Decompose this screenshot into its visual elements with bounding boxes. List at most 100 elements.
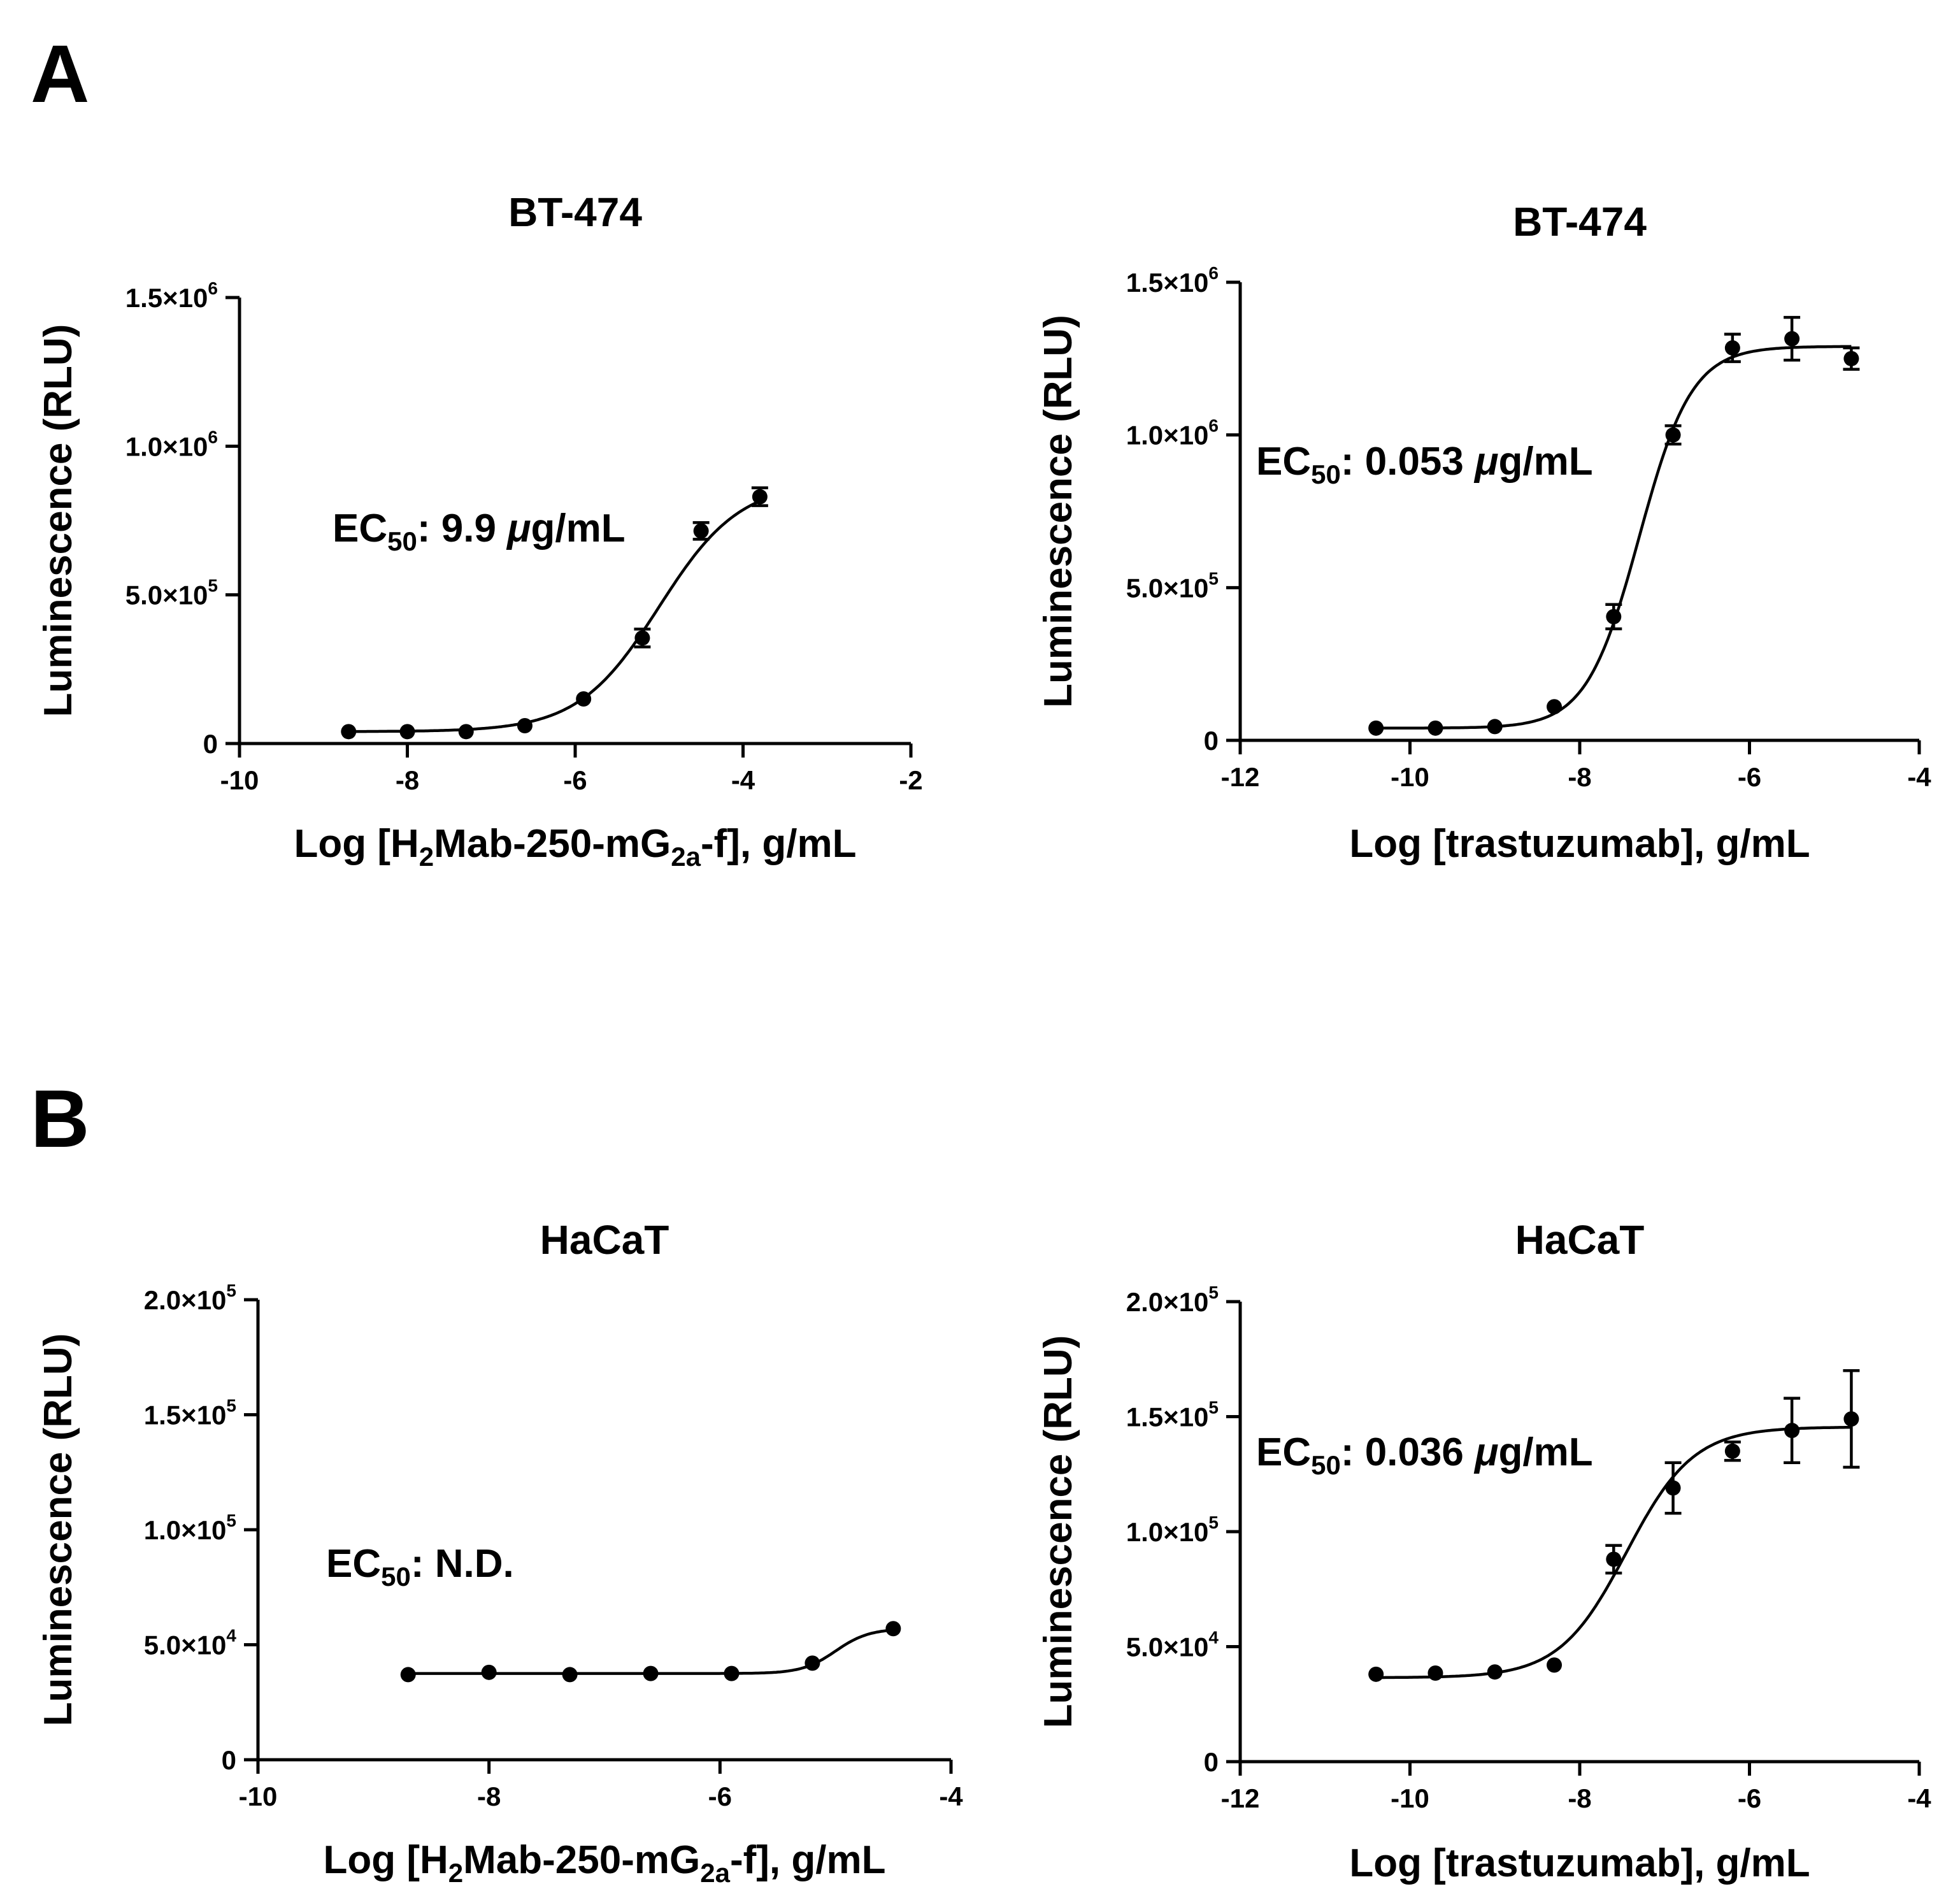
x-tick-label: -8: [1568, 1783, 1591, 1813]
y-tick-exponent: 5: [1208, 568, 1219, 588]
y-tick-exponent: 4: [226, 1626, 236, 1646]
data-point: [693, 523, 709, 539]
y-tick-exponent: 6: [1208, 263, 1219, 283]
ec50-prefix: EC: [333, 507, 387, 550]
x-tick-label: -12: [1221, 762, 1260, 792]
y-tick-label: 1.5×106: [1126, 263, 1219, 298]
y-tick-exponent: 5: [226, 1511, 236, 1530]
y-tick-mantissa: 5.0×10: [1126, 1632, 1209, 1662]
chart-1: BT-474-10 -8 -6 -4 -205.0×1051.0×1061.5×106L…: [36, 189, 923, 872]
chart-title: BT-474: [508, 189, 642, 235]
y-tick-label: 5.0×104: [1126, 1628, 1219, 1662]
ec50-prefix: EC: [1256, 440, 1311, 484]
data-point: [724, 1665, 740, 1681]
y-tick-mantissa: 2.0×10: [144, 1285, 227, 1315]
x-tick-label: -6: [708, 1781, 732, 1811]
data-point: [1724, 1443, 1740, 1459]
x-axis-label-part: -f], g/mL: [730, 1838, 886, 1882]
y-tick-label: 0: [203, 729, 218, 759]
y-axis-label: Luminescence (RLU): [1036, 315, 1080, 708]
y-tick-exponent: 4: [1208, 1628, 1219, 1648]
x-tick-label: -2: [899, 765, 922, 795]
panel-letter-b: B: [31, 1074, 89, 1165]
data-point: [643, 1665, 659, 1681]
y-axis-label: Luminescence (RLU): [36, 1334, 80, 1727]
x-tick-label: -10: [220, 765, 259, 795]
x-tick-label: -10: [1391, 762, 1429, 792]
x-tick-label: -8: [396, 765, 419, 795]
x-tick-label: -4: [731, 765, 755, 795]
y-tick-exponent: 5: [208, 576, 218, 596]
data-point: [1665, 427, 1681, 443]
ec50-annotation: EC50: 0.053 μg/mL: [1256, 440, 1593, 489]
ec50-mu: μ: [506, 507, 531, 550]
x-axis-label: Log [H2Mab-250-mG2a-f], g/mL: [294, 822, 857, 872]
ec50-unit: g/mL: [531, 507, 626, 550]
y-tick-exponent: 6: [1208, 416, 1219, 436]
x-tick-label: -4: [939, 1781, 963, 1811]
data-point: [1606, 1551, 1622, 1567]
x-axis-label-part: Mab-250-mG: [463, 1838, 700, 1882]
x-axis-label-subscript: 2: [448, 1858, 463, 1888]
data-point: [1665, 1480, 1681, 1496]
y-axis-label: Luminescence (RLU): [1036, 1335, 1080, 1729]
y-tick-label: 5.0×105: [1126, 568, 1219, 603]
x-axis-label-part: -f], g/mL: [701, 822, 857, 866]
x-tick-label: -8: [1568, 762, 1591, 792]
data-point: [481, 1664, 497, 1680]
ec50-prefix: EC: [326, 1542, 381, 1586]
x-axis-label: Log [H2Mab-250-mG2a-f], g/mL: [324, 1838, 886, 1888]
y-tick-exponent: 6: [208, 427, 218, 447]
chart-title: BT-474: [1513, 199, 1647, 245]
y-tick-label: 0: [1204, 1747, 1219, 1777]
charts-layer: BT-474-10 -8 -6 -4 -205.0×1051.0×1061.5×106L…: [36, 189, 1931, 1888]
data-point: [1487, 1664, 1503, 1680]
y-axis-label: Luminescence (RLU): [36, 324, 80, 717]
chart-2: BT-474-12 -10 -8 -6 -405.0×1051.0×1061.5×106…: [1036, 199, 1931, 866]
ec50-subscript: 50: [381, 1562, 411, 1592]
y-tick-mantissa: 1.5×10: [1126, 268, 1209, 298]
ec50-value: : 0.053: [1341, 440, 1475, 484]
x-tick-label: -10: [1391, 1783, 1429, 1813]
y-tick-label: 2.0×105: [1126, 1283, 1219, 1317]
x-tick-label: -10: [239, 1781, 278, 1811]
y-tick-label: 1.0×105: [1126, 1513, 1219, 1547]
ec50-prefix: EC: [1256, 1430, 1311, 1474]
y-tick-mantissa: 5.0×10: [1126, 573, 1209, 603]
data-point: [634, 630, 650, 646]
data-point: [1368, 1666, 1384, 1682]
y-tick-label: 0: [222, 1745, 236, 1775]
x-tick-label: -12: [1221, 1783, 1260, 1813]
data-point: [1368, 720, 1384, 736]
ec50-unit: g/mL: [1499, 440, 1593, 484]
ec50-mu: μ: [1473, 1430, 1498, 1474]
y-tick-label: 1.0×106: [1126, 416, 1219, 450]
y-tick-label: 0: [1204, 726, 1219, 756]
y-tick-label: 1.5×105: [144, 1396, 236, 1430]
y-tick-exponent: 5: [1208, 1398, 1219, 1418]
x-axis-label-part: Log [H: [324, 1838, 448, 1882]
y-tick-mantissa: 1.5×10: [1126, 1402, 1209, 1432]
x-axis-label-part: Mab-250-mG: [434, 822, 671, 866]
y-tick-exponent: 5: [1208, 1283, 1219, 1302]
data-point: [1843, 350, 1859, 366]
ec50-annotation: EC50: 0.036 μg/mL: [1256, 1430, 1593, 1480]
ec50-unit: g/mL: [1499, 1430, 1593, 1474]
y-tick-label: 5.0×104: [144, 1626, 237, 1660]
data-point: [458, 724, 474, 740]
x-axis-label-part: Log [trastuzumab], g/mL: [1349, 822, 1810, 866]
data-point: [341, 724, 357, 740]
data-point: [400, 1667, 416, 1683]
ec50-annotation: EC50: 9.9 μg/mL: [333, 507, 626, 556]
x-tick-label: -6: [1738, 1783, 1761, 1813]
chart-title: HaCaT: [540, 1217, 669, 1263]
panel-letter-a: A: [31, 29, 89, 120]
y-tick-mantissa: 1.0×10: [144, 1515, 227, 1545]
y-tick-mantissa: 1.5×10: [144, 1400, 227, 1430]
x-axis-label-subscript: 2: [419, 842, 434, 872]
data-point: [399, 724, 415, 740]
data-point: [1843, 1411, 1859, 1427]
fit-curve: [1376, 1425, 1852, 1679]
y-tick-mantissa: 5.0×10: [125, 580, 208, 610]
fit-curve: [1376, 345, 1852, 730]
